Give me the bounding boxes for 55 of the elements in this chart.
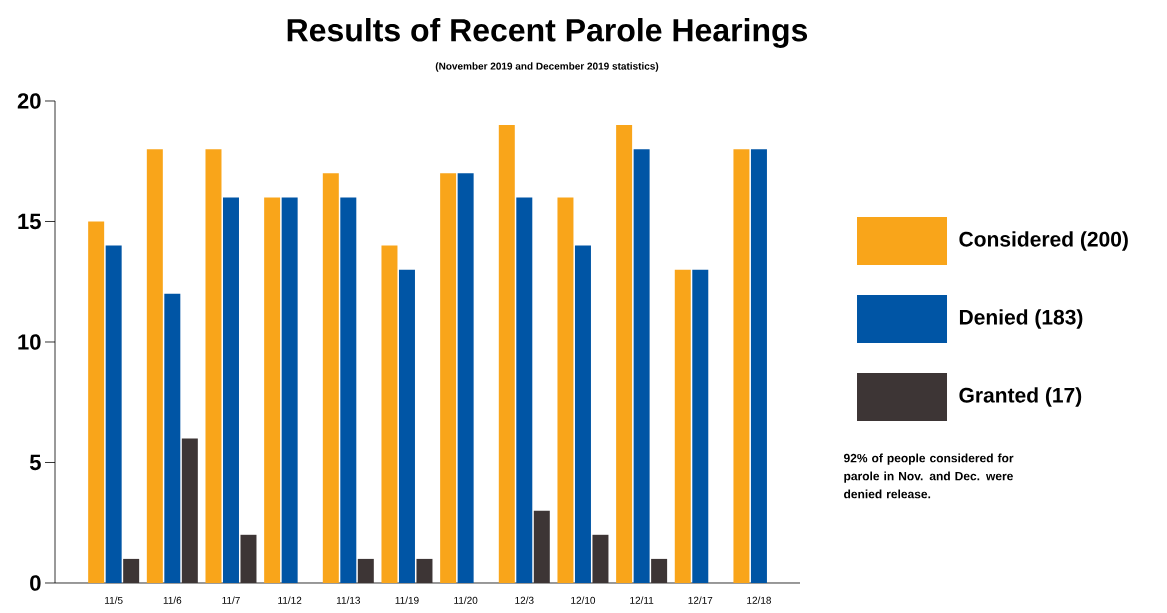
bar: [264, 197, 281, 583]
bar: [357, 558, 374, 583]
bar: [164, 293, 181, 583]
legend-label: Considered (200): [959, 231, 1128, 251]
x-tick-label: 11/5: [105, 596, 123, 604]
bar: [205, 149, 222, 583]
bar: [222, 197, 239, 583]
bar: [381, 245, 398, 583]
bar: [105, 245, 122, 583]
legend-label: Denied (183): [959, 309, 1083, 329]
bar: [533, 510, 550, 583]
bar: [88, 221, 105, 583]
x-tick-label: 11/20: [454, 596, 478, 604]
text: 92% of people considered for parole in Nov. and Dec. were denied release.: [843, 453, 1014, 499]
bar: [457, 173, 474, 583]
bar: [146, 149, 163, 583]
bar: [398, 269, 415, 583]
bar: [498, 125, 515, 583]
x-tick-label: 11/13: [336, 596, 361, 604]
bar: [651, 558, 668, 583]
bar: [340, 197, 357, 583]
y-tick-label: 5: [29, 454, 41, 471]
x-tick-label: 12/10: [571, 596, 596, 604]
bar: [674, 269, 691, 583]
x-tick-label: 11/7: [222, 596, 240, 604]
bar: [440, 173, 457, 583]
bar: [240, 534, 257, 583]
bar: [633, 149, 650, 583]
x-tick-label: 12/18: [747, 596, 772, 604]
bar: [733, 149, 750, 583]
x-tick-label: 12/3: [515, 596, 534, 604]
bar: [616, 125, 633, 583]
x-tick-label: 11/19: [395, 596, 419, 604]
y-tick-label: 10: [18, 334, 41, 350]
bar: [750, 149, 767, 583]
bar: [416, 558, 433, 583]
bar: [557, 197, 574, 583]
bar: [123, 558, 140, 583]
y-tick-label: 0: [30, 575, 41, 591]
y-tick-label: 15: [18, 213, 41, 230]
y-tick-label: 20: [17, 93, 41, 109]
chart-title: Results of Recent Parole Hearings: [287, 18, 808, 48]
bar: [281, 197, 298, 583]
x-tick-label: 11/12: [278, 596, 302, 604]
bar: [592, 534, 609, 583]
chart-subtitle: (November 2019 and December 2019 statistics): [435, 62, 659, 72]
bar: [181, 438, 198, 583]
legend-label: Granted (17): [959, 387, 1082, 407]
bar: [692, 269, 709, 583]
x-tick-label: 11/6: [163, 596, 182, 604]
bar: [516, 197, 533, 583]
bar: [574, 245, 591, 583]
bar: [322, 173, 339, 583]
x-tick-label: 12/11: [630, 596, 654, 604]
x-tick-label: 12/17: [688, 596, 713, 604]
